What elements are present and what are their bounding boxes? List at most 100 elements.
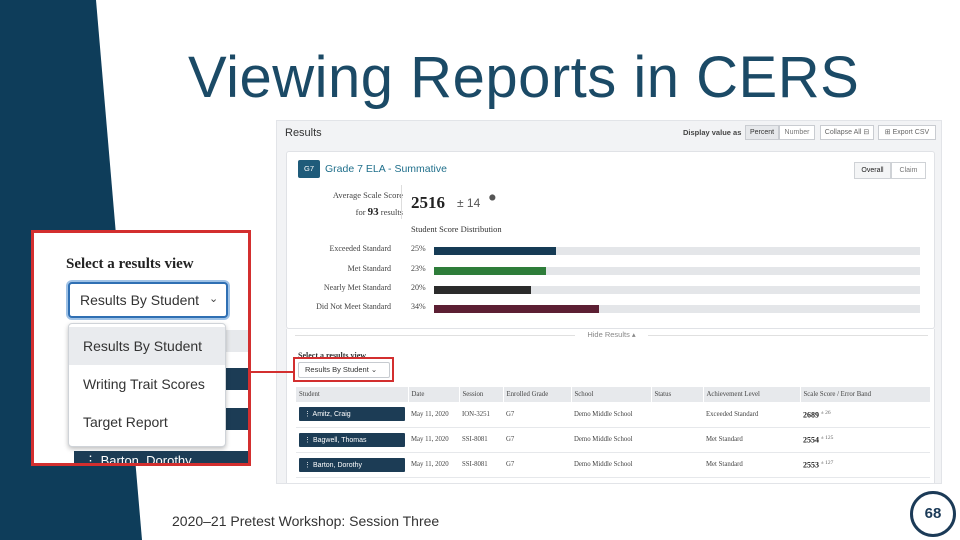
result-count: 93	[367, 206, 379, 218]
grade-cell: G7	[503, 402, 571, 428]
session-cell: SSI-8081	[459, 452, 503, 478]
inset-dropdown-menu: Results By Student Writing Trait Scores …	[68, 323, 226, 447]
student-results-table: Student Date Session Enrolled Grade School St…	[296, 387, 931, 478]
error-band: ± 127	[820, 459, 834, 466]
error-band: ± 125	[820, 434, 834, 441]
score-error: ± 14	[457, 196, 481, 210]
claim-toggle[interactable]: Claim	[891, 162, 926, 179]
select-view-label: Select a results view	[298, 351, 367, 360]
status-cell	[651, 402, 703, 428]
number-toggle[interactable]: Number	[779, 125, 815, 140]
footer-text: 2020–21 Pretest Workshop: Session Three	[172, 513, 440, 529]
student-name-button[interactable]: ⋮ Barton, Dorothy	[299, 457, 405, 472]
column-header[interactable]: School	[571, 387, 652, 402]
display-value-label: Display value as	[683, 128, 742, 137]
column-header[interactable]: Date	[408, 387, 460, 402]
level-bar-track	[434, 267, 920, 275]
level-bar-fill	[434, 267, 546, 275]
level-cell: Met Standard	[703, 452, 800, 478]
student-name-button[interactable]: ⋮ Amitz, Craig	[299, 407, 405, 422]
assessment-card: G7 Grade 7 ELA - Summative Overall Claim…	[286, 151, 935, 329]
column-header[interactable]: Student	[296, 387, 409, 402]
scale-score: 2554	[803, 435, 819, 445]
overall-toggle[interactable]: Overall	[854, 162, 891, 179]
school-cell: Demo Middle School	[571, 452, 651, 478]
page-number: 68	[910, 491, 956, 537]
zoom-inset: Select a results view Results By Student…	[31, 230, 251, 466]
table-row: ⋮ Amitz, Craig May 11, 2020 ION-3251 G7 Demo…	[296, 402, 930, 428]
table-body: ⋮ Amitz, Craig May 11, 2020 ION-3251 G7 Demo…	[296, 402, 930, 478]
student-cell: ⋮ Bagwell, Thomas	[296, 427, 408, 453]
level-cell: Exceeded Standard	[703, 402, 800, 428]
callout-connector	[251, 371, 294, 373]
inset-student-name[interactable]: ⋮ Barton, Dorothy	[74, 451, 248, 463]
column-header[interactable]: Enrolled Grade	[503, 387, 572, 402]
score-cell: 2553 ± 127	[800, 452, 930, 478]
score-cell: 2689 ± 26	[800, 402, 930, 428]
export-csv-button[interactable]: ⊞ Export CSV	[878, 125, 936, 140]
level-percent: 20%	[411, 283, 426, 292]
level-bar-track	[434, 305, 920, 313]
error-band: ± 26	[820, 409, 831, 416]
result-count-line: for 93 results	[307, 206, 403, 218]
level-label: Nearly Met Standard	[323, 283, 391, 292]
student-cell: ⋮ Barton, Dorothy	[296, 452, 408, 478]
level-bar-fill	[434, 247, 556, 255]
school-cell: Demo Middle School	[571, 402, 651, 428]
inset-results-view-dropdown[interactable]: Results By Student ⌄	[68, 282, 228, 318]
level-bar-track	[434, 286, 920, 294]
level-cell: Met Standard	[703, 427, 800, 453]
results-view-dropdown[interactable]: Results By Student ⌄	[298, 362, 390, 378]
dropdown-highlight-box	[293, 357, 394, 382]
for-label: for	[355, 207, 366, 217]
level-label: Exceeded Standard	[329, 244, 391, 253]
assessment-title[interactable]: Grade 7 ELA - Summative	[325, 163, 447, 175]
menu-item-results-by-student[interactable]: Results By Student	[69, 327, 225, 365]
menu-item-writing-trait-scores[interactable]: Writing Trait Scores	[83, 376, 205, 392]
school-cell: Demo Middle School	[571, 427, 651, 453]
menu-item-target-report[interactable]: Target Report	[83, 414, 168, 430]
distribution-label: Student Score Distribution	[411, 224, 502, 234]
scale-score: 2553	[803, 460, 819, 470]
level-percent: 25%	[411, 244, 426, 253]
level-percent: 34%	[411, 302, 426, 311]
inset-dropdown-value: Results By Student	[80, 292, 200, 308]
level-bar-fill	[434, 286, 532, 294]
date-cell: May 11, 2020	[408, 402, 459, 428]
hide-results-link[interactable]: Hide Results ▴	[287, 330, 936, 339]
grade-badge: G7	[298, 160, 320, 178]
average-score: 2516	[411, 193, 445, 212]
level-label: Did Not Meet Standard	[316, 302, 391, 311]
session-cell: SSI-8081	[459, 427, 503, 453]
avg-scale-score-label: Average Scale Score	[332, 190, 403, 200]
status-cell	[651, 427, 703, 453]
level-bar-track	[434, 247, 920, 255]
results-view-panel: Hide Results ▴ Select a results view Res…	[286, 329, 936, 483]
student-cell: ⋮ Amitz, Craig	[296, 402, 408, 428]
scale-score: 2689	[803, 409, 819, 419]
results-title: Results	[285, 127, 322, 139]
results-label: results	[380, 207, 403, 217]
table-header-row: Student Date Session Enrolled Grade School St…	[296, 387, 931, 402]
divider	[401, 185, 402, 219]
cers-screenshot: Results Display value as Percent Number …	[276, 120, 942, 484]
student-name-button[interactable]: ⋮ Bagwell, Thomas	[299, 432, 405, 447]
grade-cell: G7	[503, 452, 571, 478]
percent-toggle[interactable]: Percent	[745, 125, 779, 140]
level-percent: 23%	[411, 264, 426, 273]
results-header: Results Display value as Percent Number …	[277, 121, 941, 145]
column-header[interactable]: Session	[459, 387, 504, 402]
date-cell: May 11, 2020	[408, 452, 459, 478]
column-header[interactable]: Status	[651, 387, 704, 402]
column-header[interactable]: Achievement Level	[703, 387, 801, 402]
date-cell: May 11, 2020	[408, 427, 459, 453]
table-row: ⋮ Barton, Dorothy May 11, 2020 SSI-8081 G7 D…	[296, 452, 930, 478]
status-cell	[651, 452, 703, 478]
chevron-down-icon: ⌄	[209, 293, 219, 305]
info-icon[interactable]: ⬤	[489, 195, 496, 201]
column-header[interactable]: Scale Score / Error Band	[800, 387, 931, 402]
collapse-all-button[interactable]: Collapse All ⊟	[820, 125, 874, 140]
session-cell: ION-3251	[459, 402, 503, 428]
inset-title: Select a results view	[66, 256, 194, 272]
grade-cell: G7	[503, 427, 571, 453]
